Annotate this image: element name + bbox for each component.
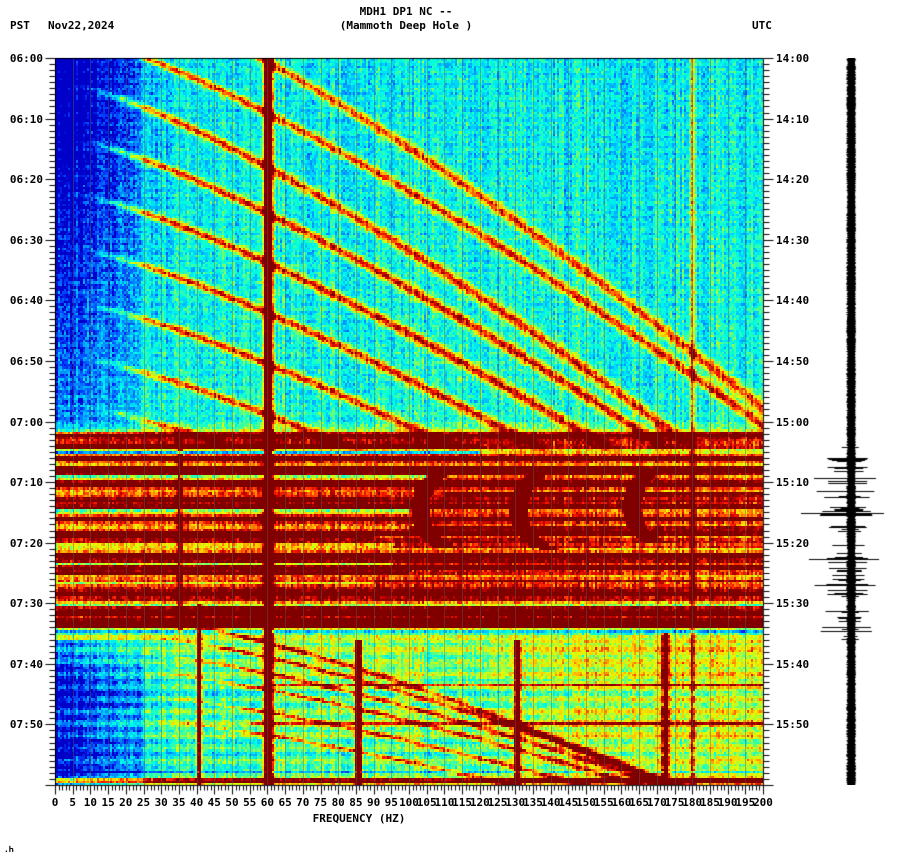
frequency-tick-label: 175 — [664, 796, 685, 809]
spectrogram-image — [55, 58, 763, 785]
frequency-tick-label: 155 — [593, 796, 614, 809]
frequency-tick-label: 140 — [540, 796, 561, 809]
right-time-tick-label: 14:30 — [776, 233, 810, 247]
frequency-tick-label: 25 — [136, 796, 151, 809]
frequency-tick-label: 105 — [416, 796, 437, 809]
frequency-tick-label: 170 — [646, 796, 667, 809]
left-time-tick-label: 06:50 — [9, 354, 43, 368]
frequency-tick-label: 0 — [51, 796, 59, 809]
header-timezone-right: UTC — [752, 19, 772, 32]
right-time-tick-label: 15:10 — [776, 476, 810, 490]
frequency-tick-label: 40 — [189, 796, 204, 809]
frequency-tick-label: 20 — [119, 796, 133, 809]
frequency-tick-label: 100 — [399, 796, 419, 809]
right-time-tick-label: 15:40 — [776, 657, 810, 671]
frequency-tick-label: 200 — [753, 796, 773, 809]
right-time-tick-label: 15:20 — [776, 536, 810, 550]
frequency-tick-label: 115 — [452, 796, 473, 809]
frequency-tick-label: 75 — [313, 796, 328, 809]
seismogram-trace — [800, 58, 900, 785]
frequency-tick-label: 110 — [434, 796, 455, 809]
frequency-tick-label: 130 — [505, 796, 526, 809]
left-time-tick-label: 07:10 — [9, 476, 43, 490]
frequency-tick-label: 165 — [629, 796, 650, 809]
right-time-tick-label: 14:50 — [776, 354, 810, 368]
frequency-tick-label: 150 — [576, 796, 596, 809]
frequency-tick-label: 35 — [172, 796, 186, 809]
frequency-tick-label: 160 — [611, 796, 632, 809]
right-time-tick-label: 14:40 — [776, 294, 810, 308]
right-time-tick-label: 15:00 — [776, 415, 810, 429]
frequency-tick-label: 5 — [69, 796, 76, 809]
frequency-tick-label: 30 — [154, 796, 168, 809]
frequency-tick-label: 180 — [682, 796, 703, 809]
header-station-line: MDH1 DP1 NC -- — [359, 5, 453, 18]
right-time-tick-label: 14:20 — [776, 173, 810, 187]
left-time-tick-label: 07:40 — [9, 657, 43, 671]
frequency-tick-label: 10 — [83, 796, 98, 809]
frequency-tick-label: 95 — [384, 796, 398, 809]
left-time-tick-label: 06:00 — [9, 52, 43, 65]
frequency-tick-label: 85 — [349, 796, 363, 809]
frequency-tick-label: 135 — [522, 796, 543, 809]
left-time-tick-label: 07:50 — [9, 718, 43, 732]
frequency-tick-label: 120 — [469, 796, 490, 809]
left-time-tick-label: 06:40 — [9, 294, 43, 308]
right-time-tick-label: 15:50 — [776, 718, 810, 732]
frequency-tick-label: 195 — [735, 796, 756, 809]
left-time-tick-label: 07:00 — [9, 415, 43, 429]
frequency-tick-label: 80 — [331, 796, 345, 809]
right-time-tick-label: 14:00 — [776, 52, 810, 65]
frequency-tick-label: 70 — [296, 796, 310, 809]
frequency-tick-label: 60 — [260, 796, 275, 809]
left-time-tick-label: 06:10 — [9, 112, 43, 126]
frequency-tick-label: 125 — [487, 796, 508, 809]
right-time-tick-label: 15:30 — [776, 597, 810, 611]
left-time-tick-label: 07:20 — [9, 536, 43, 550]
frequency-tick-label: 45 — [207, 796, 221, 809]
frequency-tick-label: 55 — [243, 796, 257, 809]
right-time-tick-label: 14:10 — [776, 112, 810, 126]
frequency-tick-label: 15 — [101, 796, 115, 809]
left-time-tick-label: 06:30 — [9, 233, 43, 247]
frequency-axis-title: FREQUENCY (HZ) — [312, 812, 406, 825]
frequency-tick-label: 50 — [225, 796, 239, 809]
corner-artifact: .Һ — [4, 845, 14, 854]
frequency-tick-label: 190 — [717, 796, 738, 809]
frequency-tick-label: 145 — [558, 796, 579, 809]
frequency-tick-label: 90 — [366, 796, 381, 809]
left-time-tick-label: 06:20 — [9, 173, 43, 187]
frequency-tick-label: 65 — [278, 796, 292, 809]
left-time-tick-label: 07:30 — [9, 597, 43, 611]
frequency-tick-label: 185 — [699, 796, 720, 809]
